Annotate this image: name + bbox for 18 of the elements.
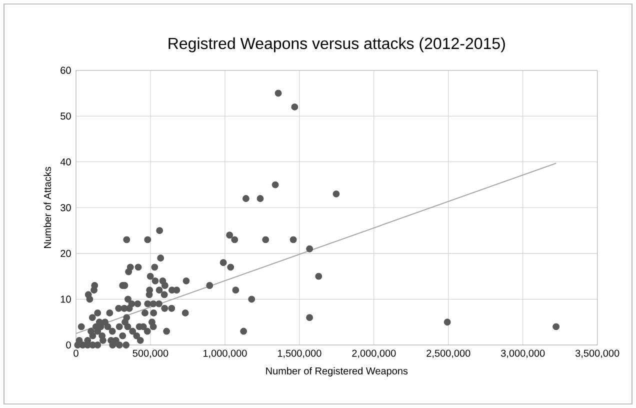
x-tick-label: 3,500,000 [575,350,620,358]
x-axis-title: Number of Registered Weapons [266,367,408,376]
y-tick-label: 30 [60,204,71,212]
chart-title: Registred Weapons versus attacks (2012-2015) [168,37,505,52]
x-tick-label: 0 [74,350,78,357]
x-tick-label: 3,000,000 [500,350,545,358]
y-tick-label: 10 [60,296,71,303]
y-tick-label: 50 [60,112,71,120]
y-tick-label: 60 [60,66,71,74]
y-tick-label: 0 [66,341,71,349]
x-tick-label: 1,000,000 [203,350,247,358]
x-tick-label: 500,000 [132,350,168,358]
x-tick-label: 1,500,000 [278,350,322,358]
x-tick-label: 2,500,000 [426,350,470,358]
y-tick-label: 40 [60,158,71,166]
y-tick-label: 20 [60,250,71,257]
y-axis-title: Number of Attacks [44,166,52,248]
x-tick-label: 2,000,000 [352,350,396,358]
